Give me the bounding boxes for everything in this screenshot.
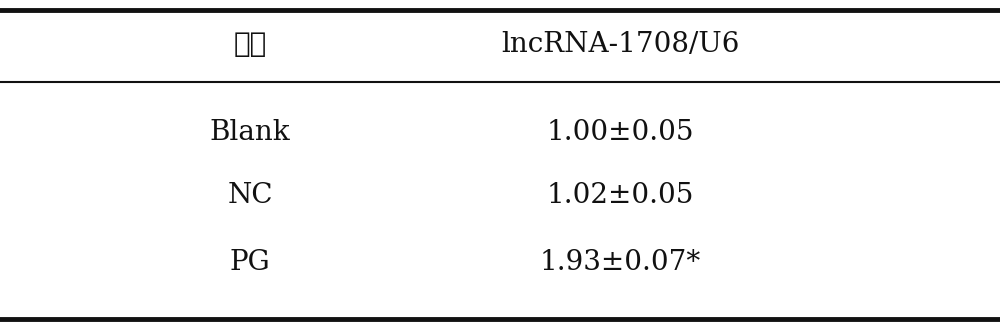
Text: 组别: 组别 xyxy=(233,31,267,57)
Text: PG: PG xyxy=(230,249,270,276)
Text: lncRNA-1708/U6: lncRNA-1708/U6 xyxy=(501,31,739,57)
Text: 1.02±0.05: 1.02±0.05 xyxy=(546,182,694,209)
Text: 1.93±0.07*: 1.93±0.07* xyxy=(539,249,701,276)
Text: 1.00±0.05: 1.00±0.05 xyxy=(546,119,694,145)
Text: Blank: Blank xyxy=(210,119,290,145)
Text: NC: NC xyxy=(227,182,273,209)
